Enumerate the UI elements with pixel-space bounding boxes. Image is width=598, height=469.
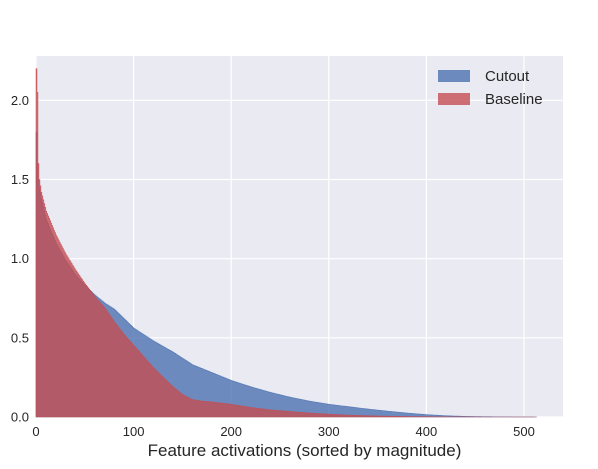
x-tick-label: 100 [123, 424, 145, 439]
y-tick-label: 0.5 [11, 330, 29, 345]
x-tick-labels: 0 100 200 300 400 500 [32, 424, 534, 439]
y-tick-label: 2.0 [11, 93, 29, 108]
legend: Cutout Baseline [438, 68, 543, 108]
y-tick-label: 1.5 [11, 172, 29, 187]
legend-swatch-cutout [438, 70, 470, 82]
x-tick-label: 200 [220, 424, 242, 439]
x-axis-label: Feature activations (sorted by magnitude… [148, 441, 462, 460]
legend-label-baseline: Baseline [485, 91, 543, 108]
legend-swatch-baseline [438, 93, 470, 105]
y-tick-label: 0.0 [11, 410, 29, 425]
series-area-baseline [35, 68, 537, 418]
x-tick-label: 0 [32, 424, 39, 439]
x-tick-label: 400 [416, 424, 438, 439]
y-tick-labels: 0.0 0.5 1.0 1.5 2.0 [11, 93, 29, 425]
series-area-cutout [35, 131, 537, 418]
y-tick-label: 1.0 [11, 251, 29, 266]
x-tick-label: 500 [513, 424, 535, 439]
series-layer [35, 68, 537, 418]
legend-label-cutout: Cutout [485, 68, 530, 85]
x-tick-label: 300 [318, 424, 340, 439]
